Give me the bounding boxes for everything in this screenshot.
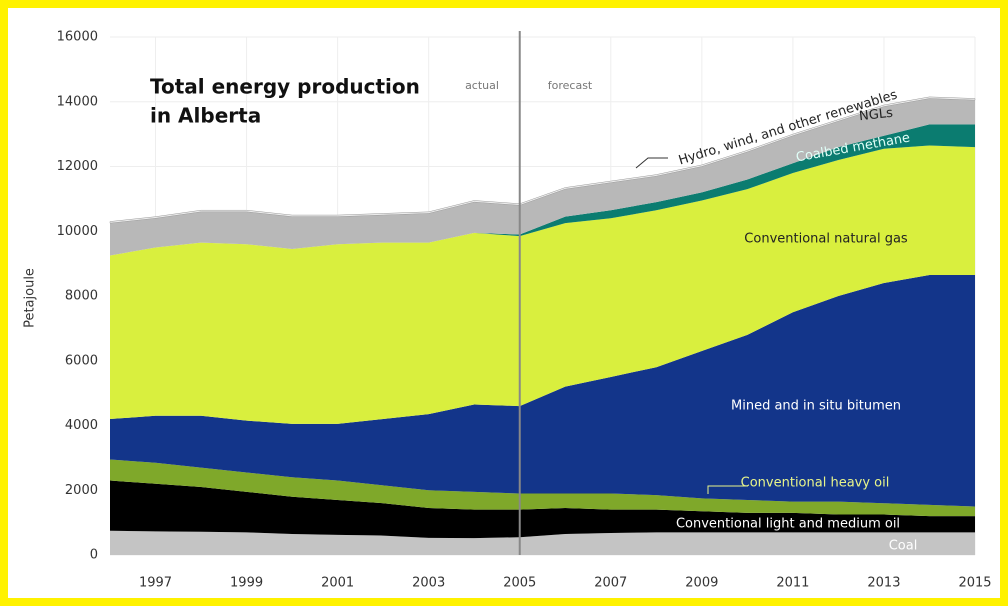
y-tick-label: 6000 bbox=[65, 353, 98, 368]
area bbox=[110, 98, 975, 256]
y-tick-label: 12000 bbox=[57, 159, 98, 174]
y-axis-label: Petajoule bbox=[23, 268, 38, 328]
plot bbox=[109, 31, 976, 556]
x-tick-label: 2009 bbox=[685, 576, 718, 591]
y-tick-label: 10000 bbox=[57, 224, 98, 239]
series-label: Coal bbox=[889, 539, 918, 554]
series-label: Conventional heavy oil bbox=[741, 476, 890, 491]
annotation: actual bbox=[465, 79, 499, 92]
series-label: Conventional light and medium oil bbox=[676, 517, 900, 532]
x-tick-label: 2005 bbox=[503, 576, 536, 591]
x-tick-label: 1997 bbox=[139, 576, 172, 591]
area bbox=[110, 274, 975, 507]
area bbox=[110, 145, 975, 424]
area bbox=[110, 480, 975, 539]
area bbox=[110, 459, 975, 517]
area bbox=[110, 124, 975, 256]
x-tick-label: 2007 bbox=[594, 576, 627, 591]
x-tick-label: 2013 bbox=[867, 576, 900, 591]
chart: Total energy production in Alberta actua… bbox=[23, 30, 992, 591]
x-tick-label: 2003 bbox=[412, 576, 445, 591]
series-label: Mined and in situ bitumen bbox=[731, 399, 901, 414]
area bbox=[109, 96, 976, 224]
y-tick-label: 14000 bbox=[57, 94, 98, 109]
area bbox=[110, 530, 975, 555]
y-tick-label: 0 bbox=[90, 548, 98, 563]
leader bbox=[635, 157, 668, 169]
y-tick-label: 2000 bbox=[65, 483, 98, 498]
series-label: NGLs bbox=[858, 106, 893, 124]
x-tick-label: 2001 bbox=[321, 576, 354, 591]
x-tick-label: 1999 bbox=[230, 576, 263, 591]
chart-title: in Alberta bbox=[150, 104, 261, 128]
x-tick-label: 2015 bbox=[958, 576, 991, 591]
series-label: Conventional natural gas bbox=[744, 232, 908, 247]
y-tick-label: 16000 bbox=[57, 30, 98, 45]
y-tick-label: 4000 bbox=[65, 418, 98, 433]
chart-title: Total energy production bbox=[150, 75, 420, 99]
leader bbox=[707, 485, 748, 494]
x-tick-label: 2011 bbox=[776, 576, 809, 591]
y-tick-label: 8000 bbox=[65, 289, 98, 304]
annotation: forecast bbox=[548, 79, 593, 92]
